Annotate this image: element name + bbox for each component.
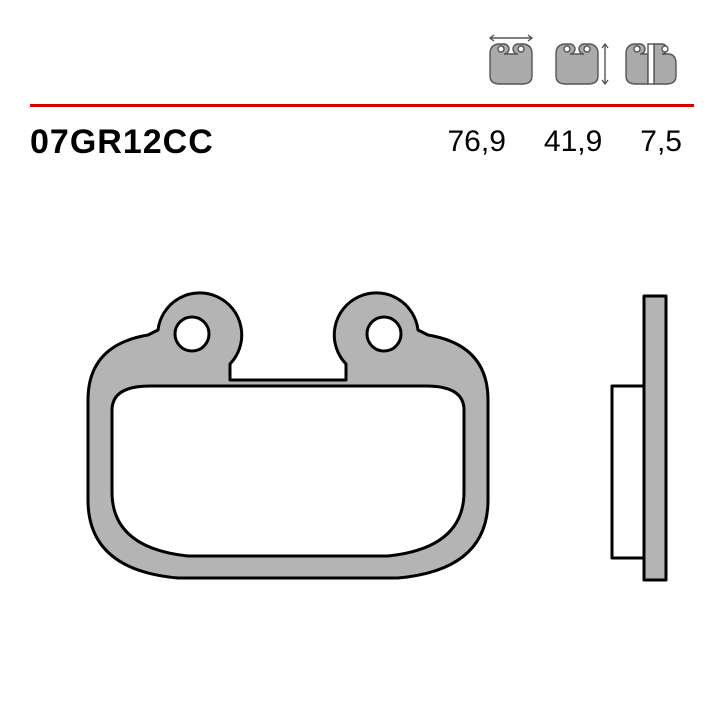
brake-pad-side-view <box>604 290 676 600</box>
width-value: 76,9 <box>448 125 506 159</box>
height-icon <box>550 32 612 88</box>
divider-line <box>30 104 694 107</box>
page: 07GR12CC 76,9 41,9 7,5 <box>0 0 724 724</box>
dimension-icons <box>480 32 682 88</box>
thickness-value: 7,5 <box>640 125 682 159</box>
technical-drawing <box>0 220 724 684</box>
width-icon <box>480 32 542 88</box>
brake-pad-front-view <box>58 290 518 600</box>
spec-row: 07GR12CC 76,9 41,9 7,5 <box>30 118 694 166</box>
height-value: 41,9 <box>544 125 602 159</box>
thickness-icon <box>620 32 682 88</box>
dimension-values: 76,9 41,9 7,5 <box>448 125 683 159</box>
part-number: 07GR12CC <box>30 123 214 162</box>
header-row <box>0 32 724 102</box>
